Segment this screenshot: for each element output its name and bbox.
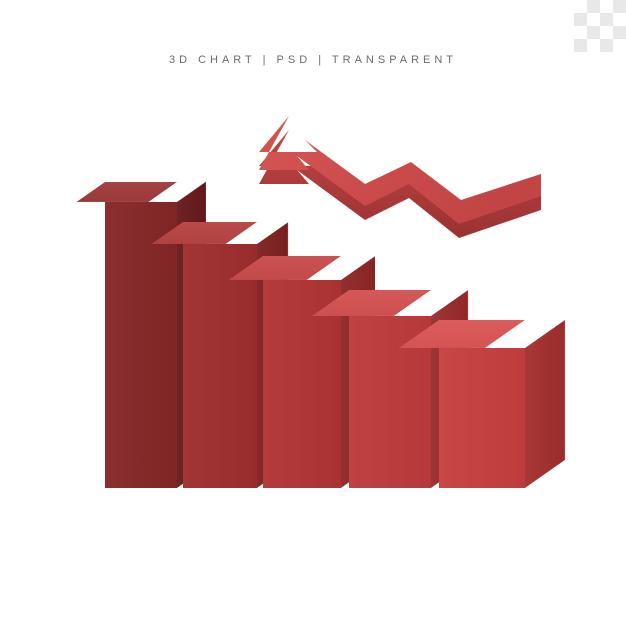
bar-1 bbox=[105, 202, 177, 488]
trend-arrow-icon bbox=[253, 110, 553, 270]
bar-chart-3d bbox=[105, 148, 525, 488]
page-title: 3D CHART | PSD | TRANSPARENT bbox=[0, 54, 626, 66]
transparency-indicator bbox=[574, 0, 626, 52]
bar-5 bbox=[439, 348, 525, 488]
bar-2 bbox=[183, 244, 257, 488]
